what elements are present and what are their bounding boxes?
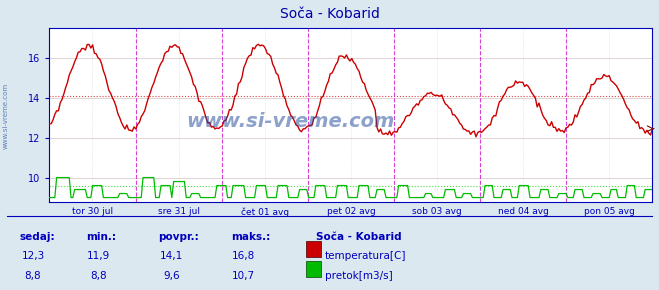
- Text: čet 01 avg: čet 01 avg: [241, 207, 289, 217]
- Text: Soča - Kobarid: Soča - Kobarid: [316, 232, 402, 242]
- Text: 9,6: 9,6: [163, 271, 180, 281]
- Text: 16,8: 16,8: [232, 251, 256, 261]
- Text: povpr.:: povpr.:: [158, 232, 199, 242]
- Text: maks.:: maks.:: [231, 232, 270, 242]
- Text: 10,7: 10,7: [232, 271, 256, 281]
- Text: 11,9: 11,9: [87, 251, 111, 261]
- Text: 8,8: 8,8: [24, 271, 42, 281]
- Text: 14,1: 14,1: [159, 251, 183, 261]
- Text: www.si-vreme.com: www.si-vreme.com: [186, 112, 395, 131]
- Text: sre 31 jul: sre 31 jul: [158, 207, 200, 216]
- Text: min.:: min.:: [86, 232, 116, 242]
- Text: pet 02 avg: pet 02 avg: [327, 207, 375, 216]
- Text: sob 03 avg: sob 03 avg: [412, 207, 462, 216]
- Text: sedaj:: sedaj:: [20, 232, 55, 242]
- Text: Soča - Kobarid: Soča - Kobarid: [279, 7, 380, 21]
- Text: 12,3: 12,3: [21, 251, 45, 261]
- Text: tor 30 jul: tor 30 jul: [72, 207, 113, 216]
- Text: temperatura[C]: temperatura[C]: [325, 251, 407, 261]
- Text: www.si-vreme.com: www.si-vreme.com: [2, 83, 9, 149]
- Text: pretok[m3/s]: pretok[m3/s]: [325, 271, 393, 281]
- Text: ned 04 avg: ned 04 avg: [498, 207, 549, 216]
- Text: 8,8: 8,8: [90, 271, 107, 281]
- Text: pon 05 avg: pon 05 avg: [584, 207, 635, 216]
